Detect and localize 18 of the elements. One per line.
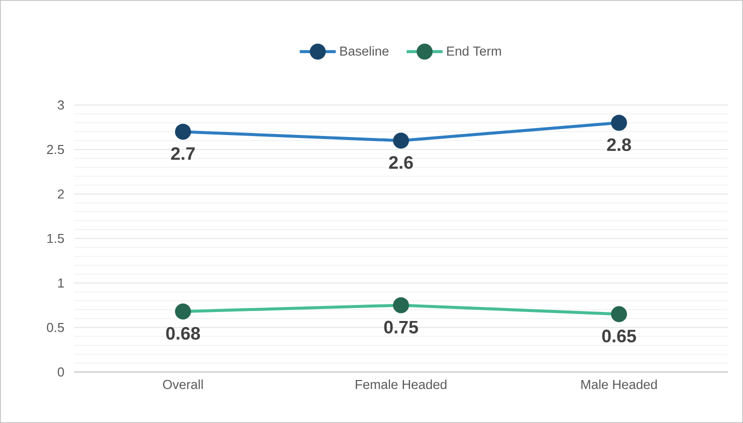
legend-label: End Term (447, 46, 501, 56)
x-tick-label: Overall (163, 380, 203, 390)
y-tick-label: 1 (58, 278, 64, 288)
y-tick-label: 3 (58, 100, 64, 110)
x-tick-label: Female Headed (356, 380, 446, 390)
y-tick-label: 1.5 (47, 234, 64, 244)
y-tick-label: 0.5 (46, 322, 64, 332)
data-label: 0.65 (602, 330, 636, 342)
data-label: 2.8 (607, 138, 631, 152)
data-label: 0.75 (384, 320, 418, 334)
legend-label: Baseline (340, 46, 389, 56)
y-tick-label: 2 (58, 189, 64, 199)
y-tick-label: 2.5 (47, 144, 64, 154)
x-tick-label: Male Headed (581, 380, 657, 390)
data-label: 2.6 (389, 156, 413, 169)
data-label: 0.68 (166, 327, 200, 340)
y-tick-label: 0 (58, 367, 64, 377)
data-label: 2.7 (171, 147, 195, 160)
